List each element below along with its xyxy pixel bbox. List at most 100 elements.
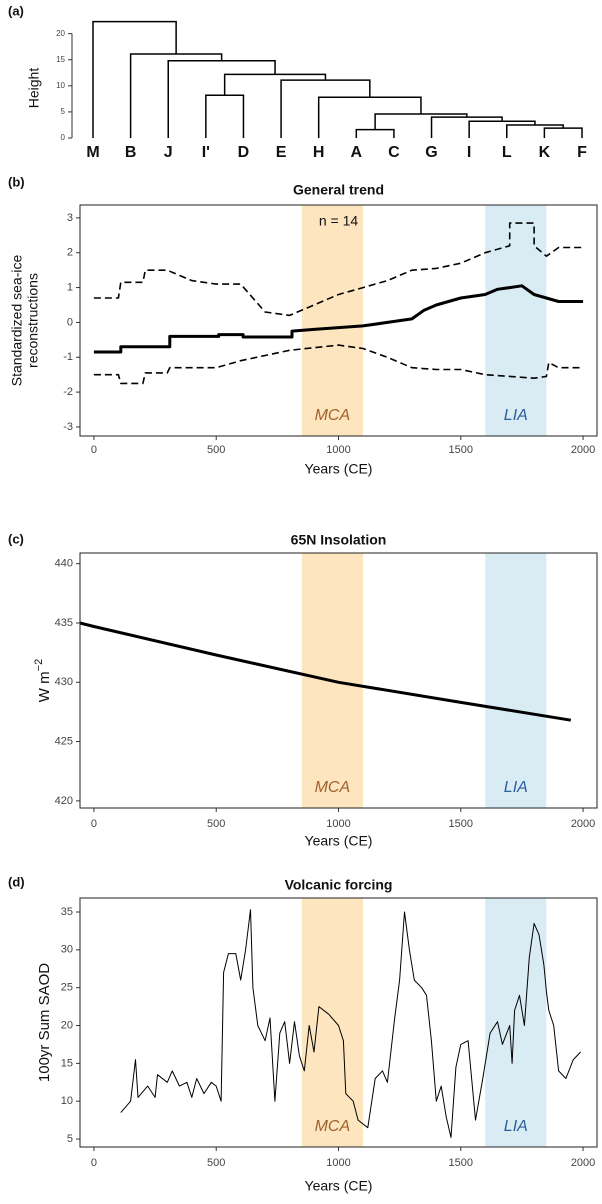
y-tick-label: 0 bbox=[67, 316, 73, 328]
x-tick-label: 0 bbox=[91, 444, 97, 456]
dendrogram-link bbox=[205, 94, 245, 138]
x-tick-label: 0 bbox=[91, 1157, 97, 1169]
leaf-label: J bbox=[164, 144, 173, 161]
y-tick-label: 425 bbox=[55, 735, 73, 747]
y-tick-label: 1 bbox=[67, 281, 73, 293]
dendrogram-link bbox=[430, 116, 503, 138]
y-tick-label: 25 bbox=[61, 982, 73, 994]
y-axis-label: reconstructions bbox=[25, 273, 41, 368]
dendrogram-link bbox=[543, 127, 583, 138]
dendrogram-link bbox=[317, 96, 422, 138]
y-axis-label: Height bbox=[26, 68, 42, 109]
period-band bbox=[485, 553, 547, 808]
x-tick-label: 1500 bbox=[449, 444, 473, 456]
dendrogram-link bbox=[280, 79, 371, 138]
x-tick-label: 2000 bbox=[571, 1157, 595, 1169]
plot-frame bbox=[79, 552, 598, 809]
x-tick-label: 2000 bbox=[571, 444, 595, 456]
y-tick-label: 15 bbox=[61, 1057, 73, 1069]
y-axis-label: Standardized sea-ice bbox=[9, 255, 25, 387]
leaf-label: F bbox=[577, 144, 587, 161]
dendrogram-link bbox=[223, 73, 327, 96]
period-label: LIA bbox=[504, 407, 528, 424]
period-label: MCA bbox=[315, 1118, 351, 1135]
annotation: n = 14 bbox=[319, 213, 359, 229]
leaf-label: E bbox=[276, 144, 287, 161]
leaf-label: D bbox=[238, 144, 250, 161]
y-axis-label: W m−2 bbox=[33, 659, 53, 702]
panel-label: (c) bbox=[8, 531, 24, 546]
period-label: MCA bbox=[315, 407, 351, 424]
series-line bbox=[93, 344, 584, 385]
leaf-label: G bbox=[425, 144, 437, 161]
leaf-label: I bbox=[467, 144, 471, 161]
period-label: LIA bbox=[504, 779, 528, 796]
leaf-label: I' bbox=[202, 144, 210, 161]
x-tick-label: 500 bbox=[207, 1157, 225, 1169]
x-axis-label: Years (CE) bbox=[305, 833, 373, 849]
leaf-label: L bbox=[502, 144, 512, 161]
y-tick-label: 20 bbox=[61, 1019, 73, 1031]
y-axis-label-text: W m bbox=[36, 671, 53, 702]
dendrogram-link bbox=[374, 113, 468, 130]
y-tick-label: 5 bbox=[61, 107, 66, 116]
series-line bbox=[79, 621, 572, 722]
y-tick-label: 10 bbox=[61, 1095, 73, 1107]
panel-label: (b) bbox=[8, 174, 25, 189]
chart-title: Volcanic forcing bbox=[285, 877, 393, 893]
leaf-label: H bbox=[313, 144, 325, 161]
period-label: LIA bbox=[504, 1118, 528, 1135]
y-axis-label-exponent: −2 bbox=[33, 659, 45, 672]
chart-title: General trend bbox=[293, 182, 384, 198]
x-axis-label: Years (CE) bbox=[305, 461, 373, 477]
dendrogram-link bbox=[468, 120, 536, 138]
x-tick-label: 1000 bbox=[326, 818, 350, 830]
plot-frame bbox=[79, 897, 598, 1148]
y-tick-label: 3 bbox=[67, 212, 73, 224]
dendrogram-link bbox=[167, 60, 276, 138]
x-tick-label: 1000 bbox=[326, 1157, 350, 1169]
x-tick-label: 0 bbox=[91, 818, 97, 830]
panel-label: (a) bbox=[8, 3, 24, 18]
y-tick-label: 420 bbox=[55, 795, 73, 807]
leaf-label: M bbox=[86, 144, 99, 161]
y-tick-label: -2 bbox=[63, 386, 73, 398]
series-line bbox=[93, 284, 584, 354]
y-tick-label: 440 bbox=[55, 558, 73, 570]
dendrogram-link bbox=[506, 124, 564, 138]
y-axis-label: 100yr Sum SAOD bbox=[36, 963, 53, 1082]
period-label: MCA bbox=[315, 779, 351, 796]
y-axis-label-text: 100yr Sum SAOD bbox=[36, 963, 53, 1082]
y-tick-label: 20 bbox=[56, 29, 65, 38]
y-tick-label: 30 bbox=[61, 944, 73, 956]
period-band bbox=[485, 205, 547, 436]
y-tick-label: 2 bbox=[67, 247, 73, 259]
y-tick-label: 0 bbox=[61, 133, 66, 142]
leaf-label: C bbox=[388, 144, 400, 161]
panel-label: (d) bbox=[8, 874, 25, 889]
leaf-label: K bbox=[539, 144, 551, 161]
x-tick-label: 500 bbox=[207, 444, 225, 456]
x-tick-label: 500 bbox=[207, 818, 225, 830]
leaf-label: A bbox=[351, 144, 363, 161]
dendrogram-link bbox=[355, 128, 395, 138]
plot-frame bbox=[79, 204, 598, 437]
leaf-label: B bbox=[125, 144, 137, 161]
dendrogram-link bbox=[129, 53, 223, 138]
x-axis-label: Years (CE) bbox=[305, 1178, 373, 1194]
y-tick-label: 430 bbox=[55, 676, 73, 688]
y-tick-label: 5 bbox=[67, 1133, 73, 1145]
period-band bbox=[485, 898, 547, 1147]
y-tick-label: 15 bbox=[56, 55, 65, 64]
x-tick-label: 1500 bbox=[449, 1157, 473, 1169]
y-tick-label: 10 bbox=[56, 81, 65, 90]
series-line bbox=[120, 909, 581, 1138]
dendrogram-link bbox=[92, 20, 177, 138]
x-tick-label: 1500 bbox=[449, 818, 473, 830]
x-tick-label: 1000 bbox=[326, 444, 350, 456]
y-tick-label: 35 bbox=[61, 906, 73, 918]
y-tick-label: -1 bbox=[63, 351, 73, 363]
x-tick-label: 2000 bbox=[571, 818, 595, 830]
y-tick-label: -3 bbox=[63, 421, 73, 433]
